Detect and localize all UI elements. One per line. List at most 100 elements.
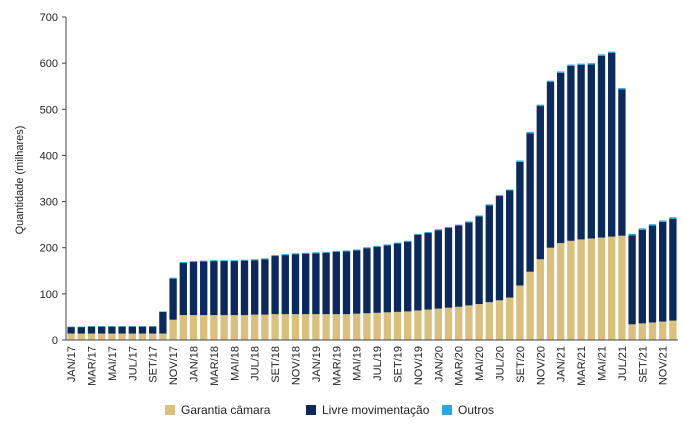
bar-segment-garantia — [98, 333, 106, 340]
bar-segment-outros — [546, 80, 555, 83]
bar-segment-livre — [98, 326, 106, 334]
bar-segment-garantia — [659, 321, 667, 340]
bar-segment-livre — [597, 55, 606, 238]
bar-segment-livre — [87, 326, 96, 334]
bar-segment-outros — [179, 262, 187, 263]
bar-segment-livre — [291, 254, 300, 315]
bar-segment-livre — [342, 251, 351, 315]
bar-segment-garantia — [638, 323, 646, 340]
x-tick-label: JUL/17 — [127, 346, 139, 381]
bar-segment-garantia — [342, 314, 351, 340]
y-tick-label: 200 — [40, 243, 58, 255]
x-tick-label: MAI/19 — [352, 346, 364, 381]
bar-segment-outros — [475, 215, 483, 217]
bar-segment-livre — [230, 261, 238, 316]
bar-segment-garantia — [67, 333, 75, 340]
bar-segment-garantia — [669, 320, 677, 340]
bar-segment-outros — [291, 253, 300, 255]
y-tick-label: 700 — [40, 12, 58, 24]
x-tick-label: JAN/20 — [433, 346, 445, 382]
bar-segment-livre — [383, 245, 391, 313]
bar-segment-livre — [424, 232, 432, 310]
bar-segment-livre — [189, 262, 198, 316]
bar-segment-garantia — [455, 306, 463, 340]
bar-segment-garantia — [332, 314, 340, 340]
bar-segment-outros — [628, 233, 636, 236]
bar-segment-garantia — [618, 235, 626, 340]
legend-swatch — [165, 405, 175, 415]
x-tick-label: MAI/18 — [229, 346, 241, 381]
bar-segment-garantia — [281, 314, 289, 340]
bars-group — [67, 51, 677, 340]
x-tick-label: NOV/18 — [291, 346, 303, 385]
bar-segment-outros — [342, 250, 351, 252]
bar-segment-garantia — [179, 315, 187, 340]
bar-segment-garantia — [628, 324, 636, 340]
x-tick-label: MAI/21 — [597, 346, 609, 381]
x-tick-label: NOV/21 — [658, 346, 670, 385]
legend: Garantia câmara Livre movimentação Outros — [0, 403, 685, 425]
bar-segment-outros — [271, 255, 279, 257]
x-tick-label: JAN/19 — [311, 346, 323, 382]
bar-segment-outros — [230, 260, 238, 262]
y-axis-title-group: Quantidade (milhares) — [14, 126, 26, 235]
legend-item-garantia: Garantia câmara — [165, 403, 270, 417]
bar-segment-outros — [353, 249, 361, 251]
bar-segment-livre — [281, 255, 289, 315]
bar-segment-garantia — [149, 333, 157, 340]
bar-segment-outros — [536, 104, 544, 107]
bar-segment-outros — [363, 247, 371, 249]
bar-segment-outros — [210, 260, 218, 262]
x-tick-label: JUL/21 — [617, 346, 629, 381]
bar-segment-livre — [434, 230, 442, 309]
bar-segment-outros — [251, 259, 259, 261]
bar-segment-garantia — [353, 313, 361, 340]
bar-segment-garantia — [108, 333, 116, 340]
bar-segment-outros — [618, 88, 626, 90]
bar-segment-livre — [526, 133, 534, 272]
bar-segment-garantia — [138, 333, 147, 340]
x-tick-label: JAN/18 — [189, 346, 201, 382]
bar-segment-outros — [404, 240, 412, 242]
bar-segment-livre — [465, 222, 473, 306]
y-tick-label: 600 — [40, 58, 58, 70]
bar-segment-outros — [557, 71, 565, 73]
bar-segment-outros — [322, 251, 330, 253]
bar-segment-livre — [332, 251, 340, 315]
bar-segment-livre — [506, 190, 514, 298]
bar-segment-outros — [444, 226, 453, 228]
bar-segment-garantia — [271, 314, 279, 340]
x-axis-ticks: JAN/17 MAR/17 MAI/17 JUL/17 SET/17 NOV/17 JAN/… — [66, 346, 670, 386]
y-tick-label: 100 — [40, 289, 58, 301]
bar-segment-garantia — [608, 236, 616, 340]
bar-segment-garantia — [475, 304, 483, 340]
bar-segment-outros — [424, 232, 432, 233]
bar-segment-outros — [577, 63, 585, 65]
bar-segment-livre — [587, 64, 595, 239]
bar-segment-garantia — [424, 309, 432, 340]
legend-item-livre: Livre movimentação — [306, 403, 429, 417]
bar-segment-garantia — [414, 310, 422, 340]
bar-segment-garantia — [251, 314, 259, 340]
bar-segment-livre — [414, 234, 422, 311]
bar-segment-garantia — [557, 243, 565, 340]
bar-segment-outros — [332, 250, 340, 252]
bar-segment-livre — [251, 260, 259, 315]
bar-segment-livre — [179, 262, 187, 316]
bar-segment-garantia — [536, 259, 544, 340]
bar-segment-garantia — [434, 308, 442, 340]
bar-segment-outros — [659, 220, 667, 222]
bar-segment-livre — [108, 326, 116, 334]
bar-segment-garantia — [159, 333, 167, 340]
x-tick-label: MAR/17 — [87, 346, 99, 386]
bar-segment-livre — [240, 260, 249, 316]
bar-segment-livre — [159, 311, 167, 334]
bar-segment-garantia — [312, 314, 320, 340]
bar-segment-livre — [557, 72, 565, 244]
bar-segment-outros — [526, 131, 534, 134]
bar-segment-outros — [169, 277, 177, 279]
bar-segment-garantia — [128, 333, 136, 340]
bar-segment-garantia — [118, 333, 126, 340]
x-tick-label: JAN/21 — [556, 346, 568, 382]
